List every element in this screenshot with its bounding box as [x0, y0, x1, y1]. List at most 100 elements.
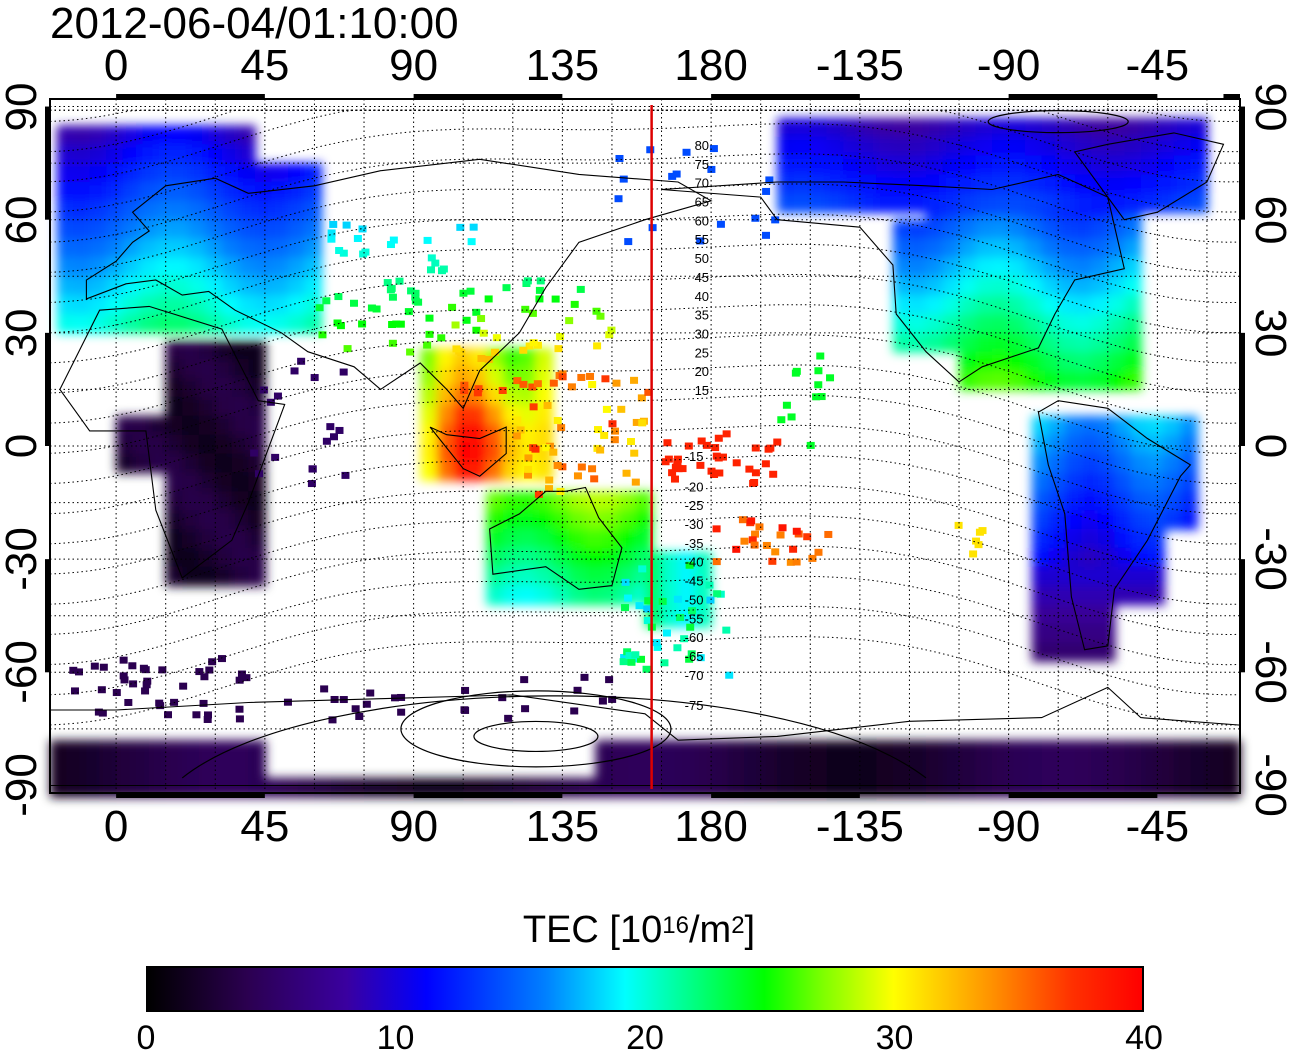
tec-cell	[106, 257, 124, 278]
tec-cell	[372, 305, 381, 313]
tec-cell	[1074, 295, 1093, 315]
tec-cell	[1074, 174, 1093, 195]
tick-label-left: -60	[0, 640, 46, 705]
tec-cell	[959, 313, 977, 334]
tec-cell	[727, 759, 746, 779]
tec-cell	[892, 136, 911, 157]
tec-cell	[786, 558, 795, 566]
tec-cell	[188, 125, 207, 146]
tick-label-left: 60	[0, 195, 46, 245]
tec-cell	[558, 373, 567, 381]
tec-cell	[1008, 370, 1027, 391]
tec-cell	[1091, 759, 1109, 779]
tec-cell	[1124, 295, 1142, 315]
tec-cell	[1064, 415, 1083, 436]
tec-cell	[909, 219, 927, 240]
tec-cell	[106, 238, 124, 259]
tec-cell	[198, 510, 217, 530]
tec-cell	[329, 433, 338, 441]
tec-cell	[1091, 136, 1109, 157]
tec-cell	[630, 449, 639, 457]
tec-cell	[1031, 604, 1050, 625]
tec-cell	[789, 545, 798, 553]
tec-cell	[771, 548, 780, 556]
tec-cell	[620, 654, 629, 662]
tick-label-top: -90	[976, 41, 1041, 90]
tec-cell	[486, 366, 504, 387]
tec-cell	[1173, 136, 1192, 157]
tec-cell	[1041, 295, 1060, 315]
tec-cell	[1157, 740, 1175, 761]
tec-cell	[777, 193, 795, 214]
tec-cell	[595, 777, 613, 798]
tec-cell	[99, 663, 108, 671]
tec-cell	[231, 740, 250, 761]
tec-cell	[182, 472, 200, 493]
tec-cell	[793, 193, 812, 214]
tec-cell	[1173, 174, 1192, 195]
tec-cell	[673, 644, 682, 652]
tec-cell	[420, 366, 438, 387]
tec-cell	[328, 716, 337, 724]
tec-cell	[1081, 528, 1099, 549]
tec-cell	[215, 510, 233, 530]
tec-cell	[122, 144, 141, 165]
tec-cell	[762, 231, 771, 239]
tec-cell	[182, 510, 200, 530]
tec-cell	[1130, 528, 1149, 549]
tec-cell	[644, 388, 653, 396]
tec-cell	[486, 423, 504, 444]
colorbar-tick-label: 30	[875, 1019, 914, 1057]
tec-cell	[876, 136, 894, 157]
tec-cell	[205, 313, 223, 334]
tec-cell	[165, 359, 184, 380]
tec-cell	[806, 441, 815, 449]
tec-cell	[925, 276, 944, 297]
tec-cell	[198, 340, 217, 361]
tec-cell	[769, 470, 778, 478]
tec-cell	[116, 759, 134, 779]
tec-cell	[1130, 415, 1149, 436]
tec-cell	[139, 200, 157, 221]
tec-cell	[678, 759, 696, 779]
tec-cell	[343, 345, 352, 353]
tec-cell	[73, 257, 91, 278]
tec-cell	[304, 257, 323, 278]
tec-cell	[490, 348, 499, 356]
tec-cell	[1124, 117, 1142, 138]
tec-cell	[106, 219, 124, 240]
tec-cell	[1058, 219, 1076, 240]
tec-cell	[1091, 257, 1109, 278]
tec-cell	[165, 434, 184, 455]
tec-cell	[205, 666, 214, 674]
tec-cell	[122, 181, 141, 202]
tec-cell	[122, 276, 141, 297]
tec-cell	[1157, 117, 1175, 138]
tec-cell	[172, 125, 190, 146]
frame-bar-bottom	[711, 793, 860, 798]
tec-cell	[139, 238, 157, 259]
tec-cell	[461, 686, 470, 694]
tec-cell	[231, 566, 250, 587]
tec-cell	[611, 427, 620, 435]
tec-cell	[892, 276, 911, 297]
tec-cell	[351, 705, 360, 713]
contour-labels: 80 75 70 65 60 55 50 45 40 35 30 25 20 15 -15 -20 -25 -30…	[685, 138, 709, 713]
tec-cell	[89, 276, 108, 297]
tec-cell	[909, 257, 927, 278]
tec-cell	[56, 238, 75, 259]
tec-cell	[238, 295, 256, 315]
tec-cell	[436, 404, 455, 425]
tec-cell	[1048, 623, 1066, 644]
tec-cell	[472, 326, 481, 334]
tec-cell	[535, 547, 554, 568]
tec-cell	[612, 379, 621, 387]
tec-cell	[238, 276, 256, 297]
tec-cell	[959, 155, 977, 176]
tec-cell	[542, 444, 551, 452]
tec-cell	[602, 491, 620, 512]
tec-cell	[1041, 193, 1060, 214]
tec-cell	[98, 709, 107, 717]
tec-cell	[608, 695, 617, 703]
tec-cell	[486, 585, 504, 606]
